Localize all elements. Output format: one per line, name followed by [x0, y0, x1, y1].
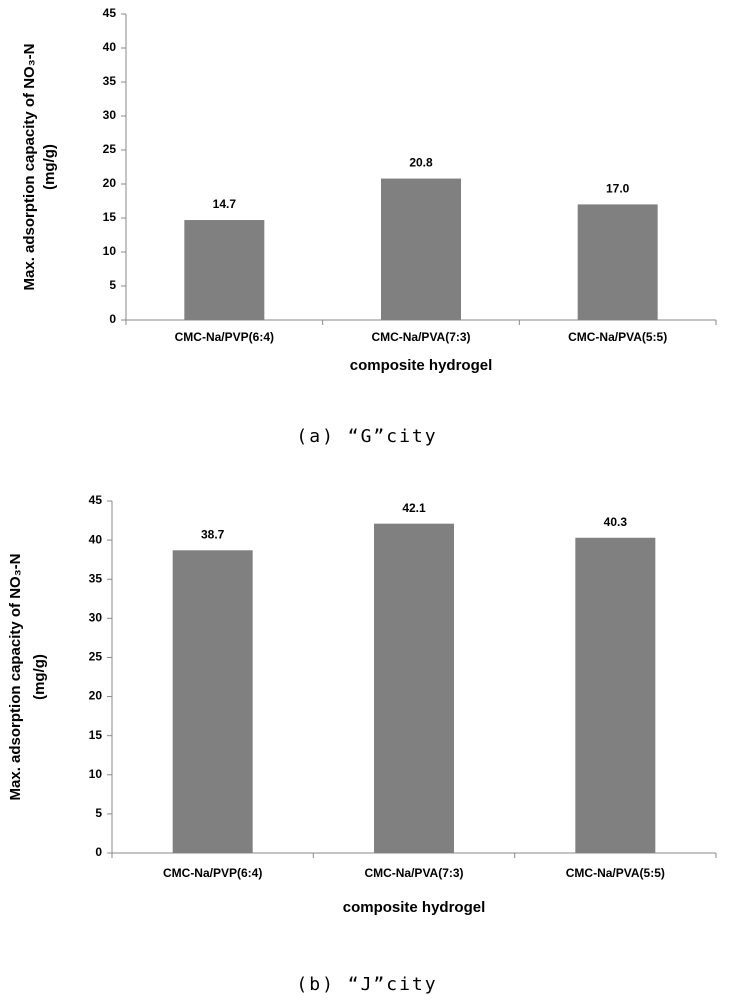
- y-tick-label: 10: [103, 244, 117, 258]
- y-tick-label: 35: [103, 74, 117, 88]
- value-label: 17.0: [606, 182, 630, 196]
- x-tick-label: CMC-Na/PVA(5:5): [566, 866, 665, 880]
- bar: [374, 523, 454, 853]
- bar: [575, 537, 656, 853]
- y-tick-label: 20: [103, 176, 117, 190]
- y-tick-label: 30: [89, 611, 103, 625]
- y-tick-label: 40: [89, 532, 103, 546]
- bar: [172, 550, 253, 853]
- value-label: 14.7: [213, 197, 237, 211]
- x-tick-label: CMC-Na/PVP(6:4): [175, 330, 274, 344]
- x-tick-label: CMC-Na/PVA(5:5): [568, 330, 667, 344]
- y-tick-label: 25: [103, 142, 117, 156]
- y-tick-label: 30: [103, 108, 117, 122]
- y-axis-title: (mg/g): [41, 144, 58, 190]
- y-tick-label: 5: [95, 806, 102, 820]
- y-tick-label: 25: [89, 650, 103, 664]
- y-tick-label: 15: [89, 728, 103, 742]
- y-tick-label: 5: [109, 278, 116, 292]
- x-tick-label: CMC-Na/PVP(6:4): [163, 866, 262, 880]
- y-tick-label: 45: [89, 493, 103, 507]
- value-label: 38.7: [201, 527, 225, 541]
- bar: [184, 220, 265, 320]
- value-label: 20.8: [409, 156, 433, 170]
- y-tick-label: 35: [89, 571, 103, 585]
- y-axis-title: (mg/g): [31, 654, 48, 700]
- x-tick-label: CMC-Na/PVA(7:3): [364, 866, 463, 880]
- value-label: 42.1: [402, 501, 426, 515]
- y-tick-label: 20: [89, 689, 103, 703]
- x-axis-title: composite hydrogel: [350, 357, 493, 374]
- value-label: 40.3: [604, 515, 628, 529]
- y-axis-title: Max. adsorption capacity of NO₃-N: [7, 554, 24, 801]
- bar: [577, 204, 658, 320]
- y-tick-label: 45: [103, 6, 117, 20]
- y-axis-title: Max. adsorption capacity of NO₃-N: [21, 44, 38, 291]
- y-tick-label: 0: [95, 845, 102, 859]
- bar: [381, 178, 461, 320]
- y-tick-label: 40: [103, 40, 117, 54]
- x-tick-label: CMC-Na/PVA(7:3): [371, 330, 470, 344]
- y-tick-label: 10: [89, 767, 103, 781]
- y-tick-label: 0: [109, 312, 116, 326]
- x-axis-title: composite hydrogel: [343, 899, 486, 916]
- y-tick-label: 15: [103, 210, 117, 224]
- caption: (b) “J”city: [296, 974, 437, 995]
- caption: (a) “G”city: [296, 426, 437, 447]
